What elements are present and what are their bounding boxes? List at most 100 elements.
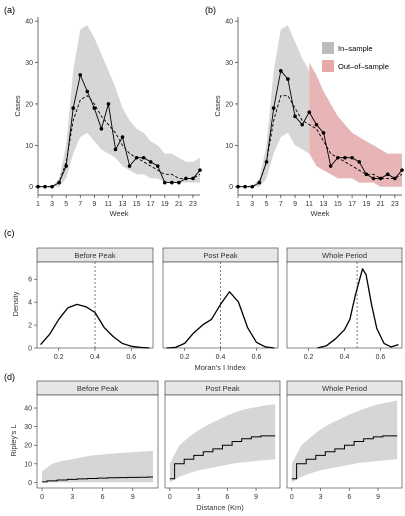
pa-x-tick-label: 1 <box>36 201 40 208</box>
panel-c-density-facets: Before Peak 0.2 0.4 0.6 0 2 4 6 Post Peak 0.2 0.4 0… <box>11 247 403 372</box>
c-y-tick-label: 0 <box>28 346 32 353</box>
pb-y-tick-label: 0 <box>229 184 233 191</box>
pa-observed-point <box>57 180 61 185</box>
c-facet-2-density-curve <box>166 291 275 349</box>
pa-observed-point <box>36 184 40 189</box>
d-facet-2-x-tick-label: 3 <box>197 494 201 501</box>
legend-swatch-out-of-sample <box>322 60 334 72</box>
pa-y-tick-label: 40 <box>25 19 33 26</box>
c-facet-3-x-tick-label: 0.6 <box>376 354 386 361</box>
d-facet-3-x-tick-label: 3 <box>319 494 323 501</box>
d-x-axis-title: Distance (Km) <box>196 503 244 512</box>
pb-observed-point <box>278 69 283 73</box>
pb-observed-point <box>293 114 297 119</box>
pa-y-axis-title: Cases <box>13 95 22 117</box>
d-facet-1-ripley-l-line <box>42 476 153 483</box>
pb-x-tick-label: 23 <box>391 201 399 208</box>
c-facet-3-panel-border <box>286 261 403 349</box>
pa-observed-point <box>113 147 118 152</box>
pb-y-tick-label: 40 <box>225 19 233 26</box>
d-facet-1-x-tick-label: 9 <box>131 494 135 501</box>
pb-observed-point <box>257 180 262 185</box>
pb-observed-point <box>364 172 369 177</box>
pa-observed-point <box>134 155 139 160</box>
d-facet-3-x-tick-label: 9 <box>376 494 380 501</box>
d-facet-3-x-tick-label: 6 <box>347 494 351 501</box>
c-facet-2-strip-label: Post Peak <box>203 251 237 260</box>
pa-observed-point <box>92 106 97 110</box>
d-facet-3-envelope-band <box>291 400 398 483</box>
pb-observed-point <box>343 155 347 160</box>
pb-out-of-sample-band <box>309 62 402 187</box>
pb-x-tick-label: 17 <box>348 201 356 208</box>
pb-x-tick-label: 5 <box>265 201 269 208</box>
pb-y-axis-title: Cases <box>213 95 222 117</box>
legend-label-in-sample: In–sample <box>338 44 373 53</box>
d-y-tick-label: 10 <box>24 461 32 468</box>
d-facet-1-x-tick-label: 3 <box>70 494 74 501</box>
pa-observed-point <box>64 164 68 168</box>
c-facet-3-x-tick-label: 0.2 <box>304 354 314 361</box>
d-facet-1-strip-label: Before Peak <box>77 384 119 393</box>
d-facet-1-x-tick-label: 6 <box>101 494 105 501</box>
d-y-tick-label: 30 <box>24 424 32 431</box>
pa-observed-point <box>120 135 125 139</box>
d-facet-2-envelope-band <box>169 404 276 483</box>
pb-observed-point <box>271 106 276 110</box>
pa-in-sample-band <box>38 25 200 187</box>
pa-y-tick-label: 30 <box>25 60 33 67</box>
d-facet-2-x-tick-label: 0 <box>168 494 172 501</box>
d-y-tick-label: 20 <box>24 443 32 450</box>
d-y-tick-label: 0 <box>28 480 32 487</box>
c-facet-1-x-tick-label: 0.4 <box>90 354 100 361</box>
pb-x-tick-label: 19 <box>362 201 370 208</box>
pb-observed-point <box>286 77 290 81</box>
pa-observed-point <box>141 155 146 160</box>
pa-observed-point <box>198 168 202 172</box>
c-facet-2-x-tick-label: 0.4 <box>216 354 226 361</box>
c-facet-1-strip-label: Before Peak <box>74 251 116 260</box>
pb-x-tick-label: 1 <box>236 201 240 208</box>
pa-x-tick-label: 7 <box>78 201 82 208</box>
pb-observed-point <box>357 160 362 164</box>
c-facet-1-density-curve <box>40 303 150 349</box>
pb-y-tick-label: 20 <box>225 101 233 108</box>
pb-x-tick-label: 9 <box>293 201 297 208</box>
pb-observed-point <box>243 184 247 189</box>
pb-y-tick-label: 10 <box>225 143 233 150</box>
pb-observed-point <box>385 172 390 177</box>
panel-label-c: (c) <box>4 228 15 238</box>
pa-observed-point <box>78 73 83 77</box>
pb-observed-point <box>393 176 397 181</box>
pa-x-tick-label: 5 <box>64 201 68 208</box>
pb-x-axis-title: Week <box>310 209 329 218</box>
pb-x-tick-label: 3 <box>250 201 254 208</box>
pa-x-tick-label: 19 <box>161 201 169 208</box>
panel-label-b: (b) <box>205 5 216 15</box>
pb-observed-point <box>328 164 333 168</box>
pb-x-tick-label: 21 <box>377 201 385 208</box>
legend: In–sample Out–of–sample <box>322 42 389 72</box>
d-facet-2-strip-label: Post Peak <box>205 384 239 393</box>
pb-observed-point <box>250 184 255 189</box>
c-facet-1-x-tick-label: 0.6 <box>126 354 136 361</box>
pb-observed-point <box>300 122 304 127</box>
pa-observed-point <box>106 102 111 106</box>
pa-observed-point <box>127 164 132 168</box>
pa-x-tick-label: 21 <box>175 201 183 208</box>
pb-x-tick-label: 11 <box>306 201 313 208</box>
pb-x-tick-label: 13 <box>320 201 328 208</box>
c-facet-3-x-tick-label: 0.4 <box>340 354 350 361</box>
pa-x-tick-label: 3 <box>50 201 54 208</box>
d-facet-3-ripley-l-line <box>291 435 398 480</box>
c-facet-3-strip-label: Whole Period <box>322 251 367 260</box>
pb-observed-point <box>264 160 269 164</box>
pa-y-tick-label: 10 <box>25 143 33 150</box>
pa-observed-point <box>177 180 181 185</box>
d-facet-2-x-tick-label: 6 <box>225 494 229 501</box>
pa-observed-point <box>162 180 167 185</box>
c-y-tick-label: 2 <box>28 323 32 330</box>
